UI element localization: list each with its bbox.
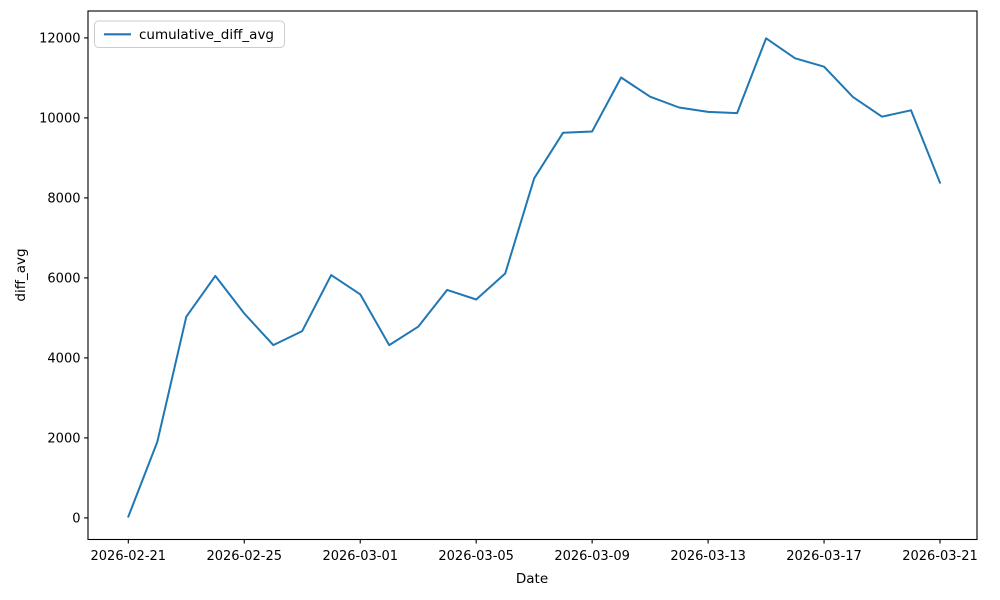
y-axis-ticks: 0 2000 4000 6000 8000 10000 12000 bbox=[39, 32, 88, 527]
y-tick-label: 10000 bbox=[39, 112, 80, 127]
x-tick-label: 2026-03-21 bbox=[902, 549, 978, 564]
y-axis-label: diff_avg bbox=[13, 248, 29, 301]
series-group bbox=[127, 37, 941, 518]
x-axis-ticks: 2026-02-21 2026-02-25 2026-03-01 2026-03-05… bbox=[91, 539, 978, 564]
x-tick-label: 2026-03-05 bbox=[438, 549, 514, 564]
y-tick-label: 2000 bbox=[47, 432, 80, 447]
x-tick-label: 2026-02-21 bbox=[91, 549, 167, 564]
line-series-cumulative_diff_avg bbox=[127, 37, 941, 518]
y-tick-label: 8000 bbox=[47, 192, 80, 207]
y-tick-label: 4000 bbox=[47, 352, 80, 367]
plot-area-border bbox=[87, 10, 978, 541]
x-tick-label: 2026-03-09 bbox=[554, 549, 630, 564]
y-tick-label: 0 bbox=[72, 512, 80, 527]
legend-box bbox=[94, 20, 285, 48]
x-tick-label: 2026-02-25 bbox=[206, 549, 282, 564]
x-tick-label: 2026-03-17 bbox=[786, 549, 862, 564]
legend-label: cumulative_diff_avg bbox=[139, 27, 274, 43]
x-axis-label: Date bbox=[516, 571, 548, 587]
legend: cumulative_diff_avg bbox=[94, 20, 285, 48]
x-tick-label: 2026-03-13 bbox=[670, 549, 746, 564]
y-tick-label: 6000 bbox=[47, 272, 80, 287]
x-tick-label: 2026-03-01 bbox=[322, 549, 398, 564]
y-tick-label: 12000 bbox=[39, 32, 80, 47]
